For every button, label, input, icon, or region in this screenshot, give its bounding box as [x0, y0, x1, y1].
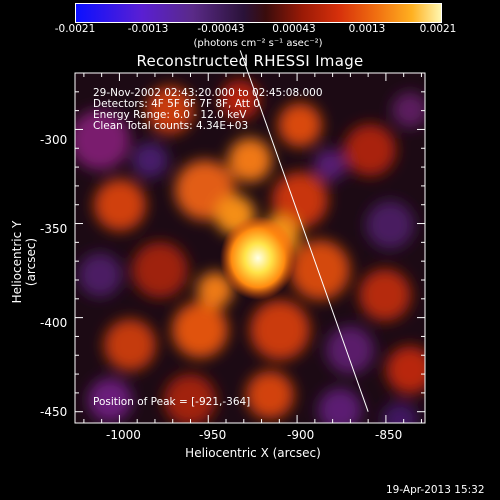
limb-line-path	[239, 50, 369, 412]
peak-source	[220, 216, 296, 300]
colorbar-tick: 0.0021	[419, 23, 457, 35]
x-axis-label: Heliocentric X (arcsec)	[185, 446, 321, 460]
colorbar-tick: -0.0021	[54, 23, 96, 35]
y-tick-label: -350	[40, 222, 68, 236]
heatmap-blob	[75, 110, 130, 170]
heatmap-blob	[104, 319, 156, 371]
heatmap-blob	[164, 374, 216, 423]
annotation-detectors: Detectors: 4F 5F 6F 7F 8F, Att 0	[93, 98, 260, 110]
heatmap-blob	[314, 149, 346, 181]
heatmap-blob	[132, 142, 168, 178]
peak-position-label: Position of Peak = [-921,-364]	[93, 396, 251, 408]
heatmap-blob	[318, 388, 362, 423]
heatmap-blob	[94, 179, 146, 231]
y-tick-label: -450	[40, 405, 68, 419]
y-tick-label: -300	[40, 133, 68, 147]
heatmap-blob	[132, 242, 188, 298]
y-tick-label: -400	[40, 316, 68, 330]
heatmap-blob	[382, 402, 418, 423]
heatmap-blob	[246, 371, 294, 419]
x-tick-label: -1000	[106, 428, 141, 442]
heatmap-blob	[220, 80, 260, 120]
heatmap-blob	[250, 300, 310, 360]
heatmap-blob	[88, 378, 132, 422]
colorbar	[75, 3, 442, 23]
heatmap-blob	[172, 302, 228, 358]
heatmap-blob	[146, 86, 194, 134]
heatmap-blob	[326, 326, 374, 374]
heatmap-blob	[386, 346, 425, 394]
heatmap-image	[75, 73, 425, 423]
plot-frame	[74, 72, 426, 424]
y-axis-label: Heliocentric Y (arcsec)	[10, 220, 38, 304]
annotation-clean: Clean Total counts: 4.34E+03	[93, 120, 249, 132]
colorbar-tick: 0.00043	[272, 23, 316, 35]
limb-line	[239, 50, 369, 412]
axis-ticks	[75, 72, 425, 423]
colorbar-units: (photons cm⁻² s⁻¹ asec⁻²)	[193, 38, 323, 49]
x-tick-label: -850	[375, 428, 403, 442]
heatmap-blob	[359, 269, 411, 321]
annotation-time: 29-Nov-2002 02:43:20.000 to 02:45:08.000	[93, 87, 323, 99]
heatmap-blob	[392, 92, 425, 128]
heatmap-blob	[272, 172, 328, 228]
x-tick-label: -950	[199, 428, 227, 442]
heatmap-blob	[78, 253, 122, 297]
heatmap-blob	[366, 201, 414, 249]
heatmap-blob	[228, 138, 272, 182]
heatmap-blob	[278, 103, 322, 147]
heatmap-blob	[344, 124, 396, 176]
colorbar-tick: 0.0013	[348, 23, 386, 35]
chart-title: Reconstructed RHESSI Image	[136, 52, 364, 70]
heatmap-blob	[290, 240, 350, 300]
colorbar-tick: -0.0013	[127, 23, 169, 35]
x-tick-label: -900	[287, 428, 315, 442]
heatmap-blob	[197, 272, 233, 308]
colorbar-tick: -0.00043	[197, 23, 245, 35]
annotation-energy: Energy Range: 6.0 - 12.0 keV	[93, 109, 247, 121]
footer-date: 19-Apr-2013 15:32	[386, 484, 485, 496]
